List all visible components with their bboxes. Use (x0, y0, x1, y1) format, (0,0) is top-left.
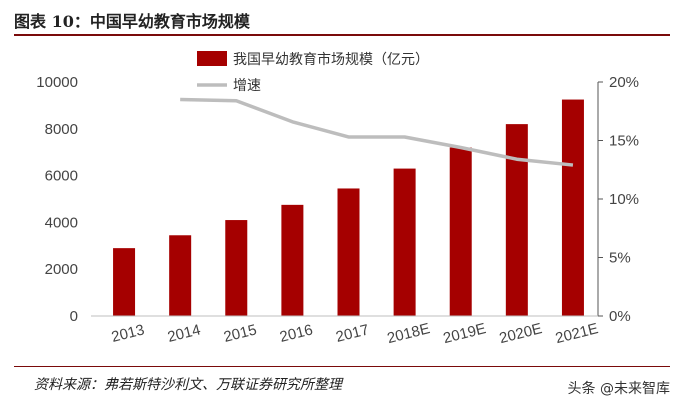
legend-bar-swatch (197, 51, 227, 66)
bar (393, 168, 416, 316)
x-tick-label: 2016 (278, 321, 314, 346)
x-tick-label: 2020E (498, 320, 544, 347)
right-y-tick-label: 20% (609, 74, 639, 91)
left-y-tick-label: 2000 (45, 261, 78, 278)
bar (505, 124, 528, 317)
x-tick-label: 2017 (334, 321, 370, 346)
bar (281, 204, 304, 316)
x-tick-label: 2013 (110, 321, 146, 346)
footer-divider (14, 366, 670, 367)
legend-line-label: 增速 (233, 78, 261, 94)
x-tick-label: 2015 (222, 321, 258, 346)
left-y-tick-label: 10000 (36, 74, 78, 91)
right-y-tick-label: 5% (609, 250, 631, 267)
legend-bar-label: 我国早幼教育市场规模（亿元） (233, 51, 429, 68)
left-y-tick-label: 8000 (45, 121, 78, 138)
growth-rate-line (180, 97, 574, 167)
x-tick-label: 2014 (166, 321, 202, 346)
market-size-chart: 0 2000 4000 6000 8000 10000 0% 5% 10% 15% 20% 2013 2… (36, 51, 639, 347)
bar (225, 220, 248, 316)
bar (337, 188, 360, 316)
bar (449, 147, 472, 316)
x-tick-label: 2018E (385, 320, 431, 347)
right-y-tick-label: 10% (609, 191, 639, 208)
bar (113, 248, 136, 316)
left-y-tick-label: 4000 (45, 214, 78, 231)
right-y-tick-label: 15% (609, 133, 639, 150)
chart-title: 图表 10：中国早幼教育市场规模 (14, 12, 250, 31)
bar (169, 235, 192, 316)
source-note: 资料来源：弗若斯特沙利文、万联证券研究所整理 (34, 377, 342, 393)
title-bar: 图表 10：中国早幼教育市场规模 (14, 6, 670, 36)
right-y-tick-label: 0% (609, 308, 631, 325)
x-tick-label: 2019E (442, 320, 488, 347)
left-y-tick-label: 6000 (45, 168, 78, 185)
bar (561, 99, 584, 316)
left-y-tick-label: 0 (70, 308, 78, 325)
watermark: 头条 @未来智库 (567, 381, 670, 397)
x-tick-label: 2021E (554, 320, 600, 347)
